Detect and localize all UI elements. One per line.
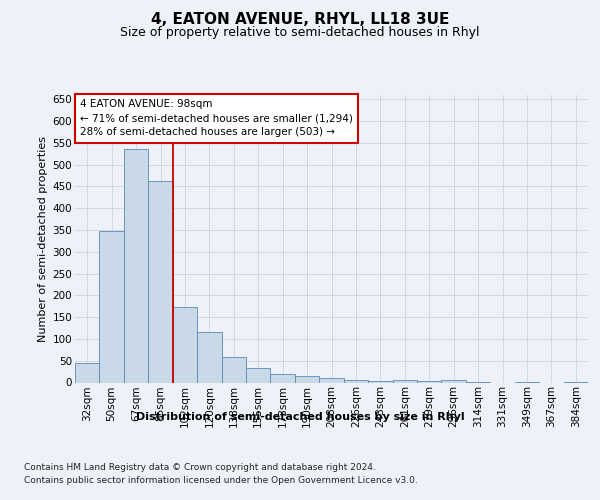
Bar	[100, 231, 124, 382]
Text: 4, EATON AVENUE, RHYL, LL18 3UE: 4, EATON AVENUE, RHYL, LL18 3UE	[151, 12, 449, 28]
Y-axis label: Number of semi-detached properties: Number of semi-detached properties	[38, 136, 49, 342]
Text: Size of property relative to semi-detached houses in Rhyl: Size of property relative to semi-detach…	[120, 26, 480, 39]
Bar	[148, 181, 173, 382]
Bar	[417, 381, 442, 382]
Bar	[221, 357, 246, 382]
Bar	[75, 364, 100, 382]
Bar	[124, 150, 148, 382]
Text: Contains HM Land Registry data © Crown copyright and database right 2024.: Contains HM Land Registry data © Crown c…	[24, 462, 376, 471]
Bar	[442, 380, 466, 382]
Bar	[344, 380, 368, 382]
Bar	[295, 376, 319, 382]
Bar	[319, 378, 344, 382]
Text: Contains public sector information licensed under the Open Government Licence v3: Contains public sector information licen…	[24, 476, 418, 485]
Bar	[368, 381, 392, 382]
Bar	[271, 374, 295, 382]
Text: 4 EATON AVENUE: 98sqm
← 71% of semi-detached houses are smaller (1,294)
28% of s: 4 EATON AVENUE: 98sqm ← 71% of semi-deta…	[80, 100, 353, 138]
Bar	[246, 368, 271, 382]
Bar	[197, 332, 221, 382]
Bar	[173, 307, 197, 382]
Text: Distribution of semi-detached houses by size in Rhyl: Distribution of semi-detached houses by …	[136, 412, 464, 422]
Bar	[392, 380, 417, 382]
